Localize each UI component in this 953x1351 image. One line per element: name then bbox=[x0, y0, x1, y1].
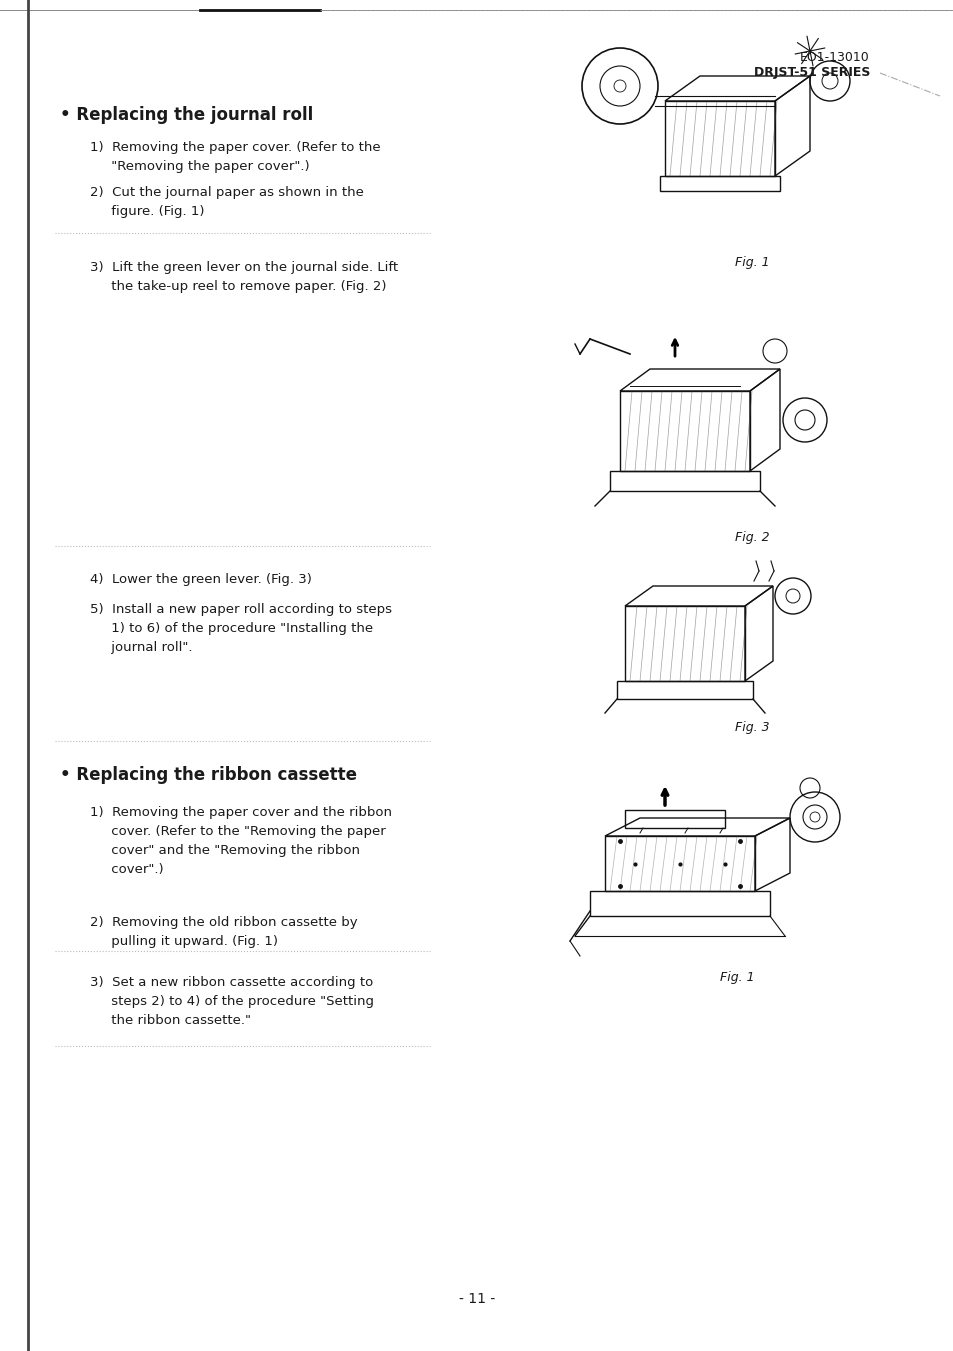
Text: 3)  Lift the green lever on the journal side. Lift
     the take-up reel to remo: 3) Lift the green lever on the journal s… bbox=[90, 261, 397, 293]
Text: • Replacing the journal roll: • Replacing the journal roll bbox=[60, 105, 313, 124]
Text: Fig. 1: Fig. 1 bbox=[734, 255, 769, 269]
Text: 2)  Cut the journal paper as shown in the
     figure. (Fig. 1): 2) Cut the journal paper as shown in the… bbox=[90, 186, 363, 218]
Text: Fig. 3: Fig. 3 bbox=[734, 721, 769, 734]
Text: 4)  Lower the green lever. (Fig. 3): 4) Lower the green lever. (Fig. 3) bbox=[90, 573, 312, 586]
Text: Fig. 1: Fig. 1 bbox=[720, 971, 754, 984]
Text: • Replacing the ribbon cassette: • Replacing the ribbon cassette bbox=[60, 766, 356, 784]
Text: 2)  Removing the old ribbon cassette by
     pulling it upward. (Fig. 1): 2) Removing the old ribbon cassette by p… bbox=[90, 916, 357, 948]
Text: 5)  Install a new paper roll according to steps
     1) to 6) of the procedure ": 5) Install a new paper roll according to… bbox=[90, 603, 392, 654]
Text: 3)  Set a new ribbon cassette according to
     steps 2) to 4) of the procedure : 3) Set a new ribbon cassette according t… bbox=[90, 975, 374, 1027]
Text: EO1-13010: EO1-13010 bbox=[800, 51, 869, 63]
Text: 1)  Removing the paper cover. (Refer to the
     "Removing the paper cover".): 1) Removing the paper cover. (Refer to t… bbox=[90, 141, 380, 173]
Text: Fig. 2: Fig. 2 bbox=[734, 531, 769, 544]
Text: 1)  Removing the paper cover and the ribbon
     cover. (Refer to the "Removing : 1) Removing the paper cover and the ribb… bbox=[90, 807, 392, 875]
Text: - 11 -: - 11 - bbox=[458, 1292, 495, 1306]
Text: DRJST-51 SERIES: DRJST-51 SERIES bbox=[753, 66, 869, 78]
